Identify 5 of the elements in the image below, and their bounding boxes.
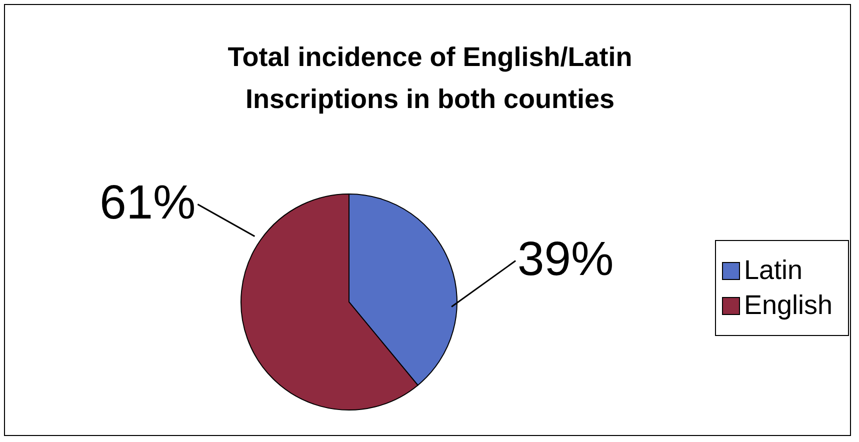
data-label: 61% [100,176,196,230]
data-label: 39% [518,232,614,286]
legend-label: Latin [744,255,803,286]
legend-label: English [744,290,833,321]
chart-title: Total incidence of English/Latin Inscriptions in both counties [226,41,634,116]
